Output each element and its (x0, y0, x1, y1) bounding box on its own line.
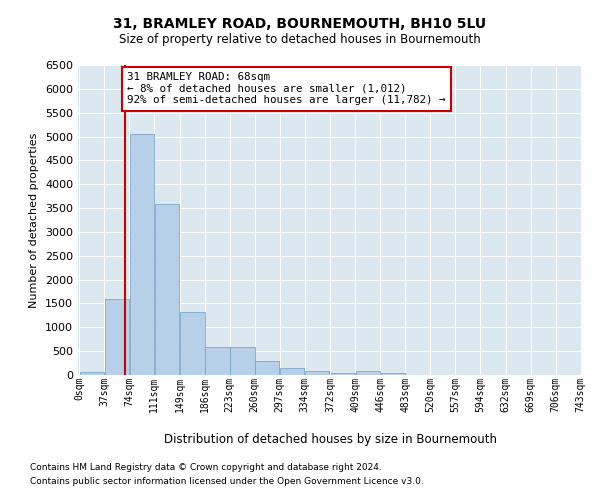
Bar (280, 368, 304, 375)
Y-axis label: Number of detached properties: Number of detached properties (29, 132, 40, 308)
Bar (230, 348, 254, 375)
Text: Distribution of detached houses by size in Bournemouth: Distribution of detached houses by size … (163, 432, 497, 446)
Bar (305, 372, 329, 375)
Bar (255, 362, 280, 375)
Bar (155, 204, 179, 375)
Text: 31, BRAMLEY ROAD, BOURNEMOUTH, BH10 5LU: 31, BRAMLEY ROAD, BOURNEMOUTH, BH10 5LU (113, 18, 487, 32)
Bar (205, 348, 230, 375)
Bar (356, 370, 380, 375)
Bar (180, 312, 205, 375)
Bar (331, 372, 355, 375)
Bar (80, 372, 104, 375)
Bar (380, 373, 405, 375)
Text: Size of property relative to detached houses in Bournemouth: Size of property relative to detached ho… (119, 32, 481, 46)
Bar (130, 134, 154, 375)
Text: 31 BRAMLEY ROAD: 68sqm
← 8% of detached houses are smaller (1,012)
92% of semi-d: 31 BRAMLEY ROAD: 68sqm ← 8% of detached … (127, 72, 446, 106)
Text: Contains HM Land Registry data © Crown copyright and database right 2024.: Contains HM Land Registry data © Crown c… (30, 464, 382, 472)
Text: Contains public sector information licensed under the Open Government Licence v3: Contains public sector information licen… (30, 477, 424, 486)
Bar (104, 298, 129, 375)
